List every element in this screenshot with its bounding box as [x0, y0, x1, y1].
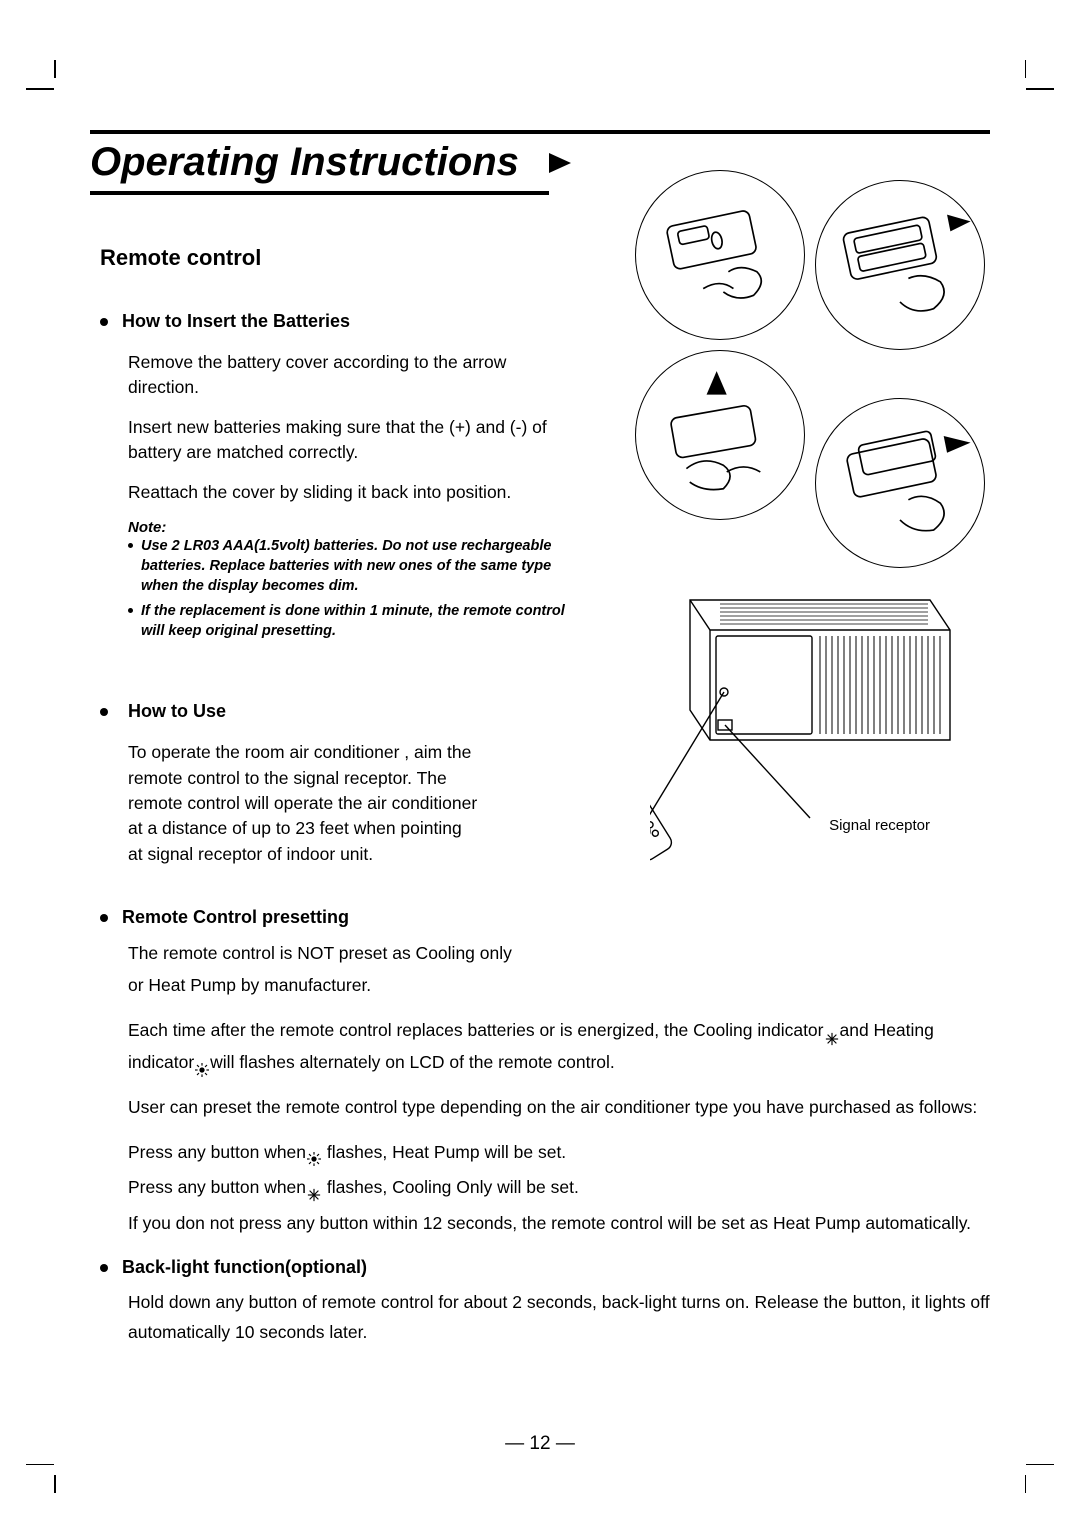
presetting-p5a: Press any button when — [128, 1177, 306, 1197]
snowflake-icon — [825, 1025, 839, 1039]
page-number-value: 12 — [529, 1433, 550, 1454]
presetting-p1: The remote control is NOT preset as Cool… — [128, 938, 518, 1001]
presetting-p6: If you don not press any button within 1… — [128, 1209, 990, 1239]
crop-mark — [26, 1464, 54, 1466]
battery-cover-close-figure — [635, 350, 805, 520]
batteries-step2: Insert new batteries making sure that th… — [128, 415, 580, 466]
note-label: Note: — [128, 519, 580, 536]
batteries-step3: Reattach the cover by sliding it back in… — [128, 480, 580, 505]
howtouse-body: To operate the room air conditioner , ai… — [128, 740, 480, 867]
backlight-heading: Back-light function(optional) — [122, 1257, 367, 1278]
crop-mark — [54, 1475, 56, 1493]
note-bullet-icon — [128, 608, 133, 613]
presetting-p2c: will flashes alternately on LCD of the r… — [210, 1052, 615, 1072]
howtouse-heading: How to Use — [128, 701, 226, 722]
presetting-p5: Press any button when flashes, Cooling O… — [128, 1173, 990, 1203]
crop-mark — [26, 88, 54, 90]
battery-slide-figure — [815, 398, 985, 568]
backlight-body: Hold down any button of remote control f… — [128, 1288, 990, 1348]
presetting-p4b: flashes, Heat Pump will be set. — [322, 1142, 566, 1162]
note-2: If the replacement is done within 1 minu… — [141, 601, 580, 642]
crop-mark — [54, 60, 56, 78]
battery-cover-remove-figure — [635, 170, 805, 340]
crop-mark — [1025, 60, 1027, 78]
presetting-p3: User can preset the remote control type … — [128, 1092, 990, 1124]
bullet-icon — [100, 914, 108, 922]
title-block: Operating Instructions — [90, 130, 549, 195]
sun-icon — [195, 1056, 209, 1070]
crop-mark — [1026, 88, 1054, 90]
presetting-p2a: Each time after the remote control repla… — [128, 1020, 824, 1040]
signal-receptor-label: Signal receptor — [829, 817, 930, 834]
bullet-icon — [100, 708, 108, 716]
snowflake-icon — [307, 1182, 321, 1196]
presetting-p4a: Press any button when — [128, 1142, 306, 1162]
ac-unit-figure — [650, 580, 980, 820]
note-1: Use 2 LR03 AAA(1.5volt) batteries. Do no… — [141, 536, 580, 597]
page-number: — 12 — — [505, 1433, 575, 1455]
bullet-icon — [100, 318, 108, 326]
presetting-p2: Each time after the remote control repla… — [128, 1015, 990, 1078]
bullet-icon — [100, 1264, 108, 1272]
crop-mark — [1025, 1475, 1027, 1493]
batteries-heading: How to Insert the Batteries — [122, 311, 350, 332]
sun-icon — [307, 1146, 321, 1160]
battery-insert-figure — [815, 180, 985, 350]
presetting-p4: Press any button when flashes, Heat Pump… — [128, 1138, 990, 1168]
crop-mark — [1026, 1464, 1054, 1466]
batteries-step1: Remove the battery cover according to th… — [128, 350, 580, 401]
presetting-p5b: flashes, Cooling Only will be set. — [322, 1177, 579, 1197]
presetting-heading: Remote Control presetting — [122, 907, 349, 928]
page-title: Operating Instructions — [90, 136, 519, 189]
note-bullet-icon — [128, 543, 133, 548]
